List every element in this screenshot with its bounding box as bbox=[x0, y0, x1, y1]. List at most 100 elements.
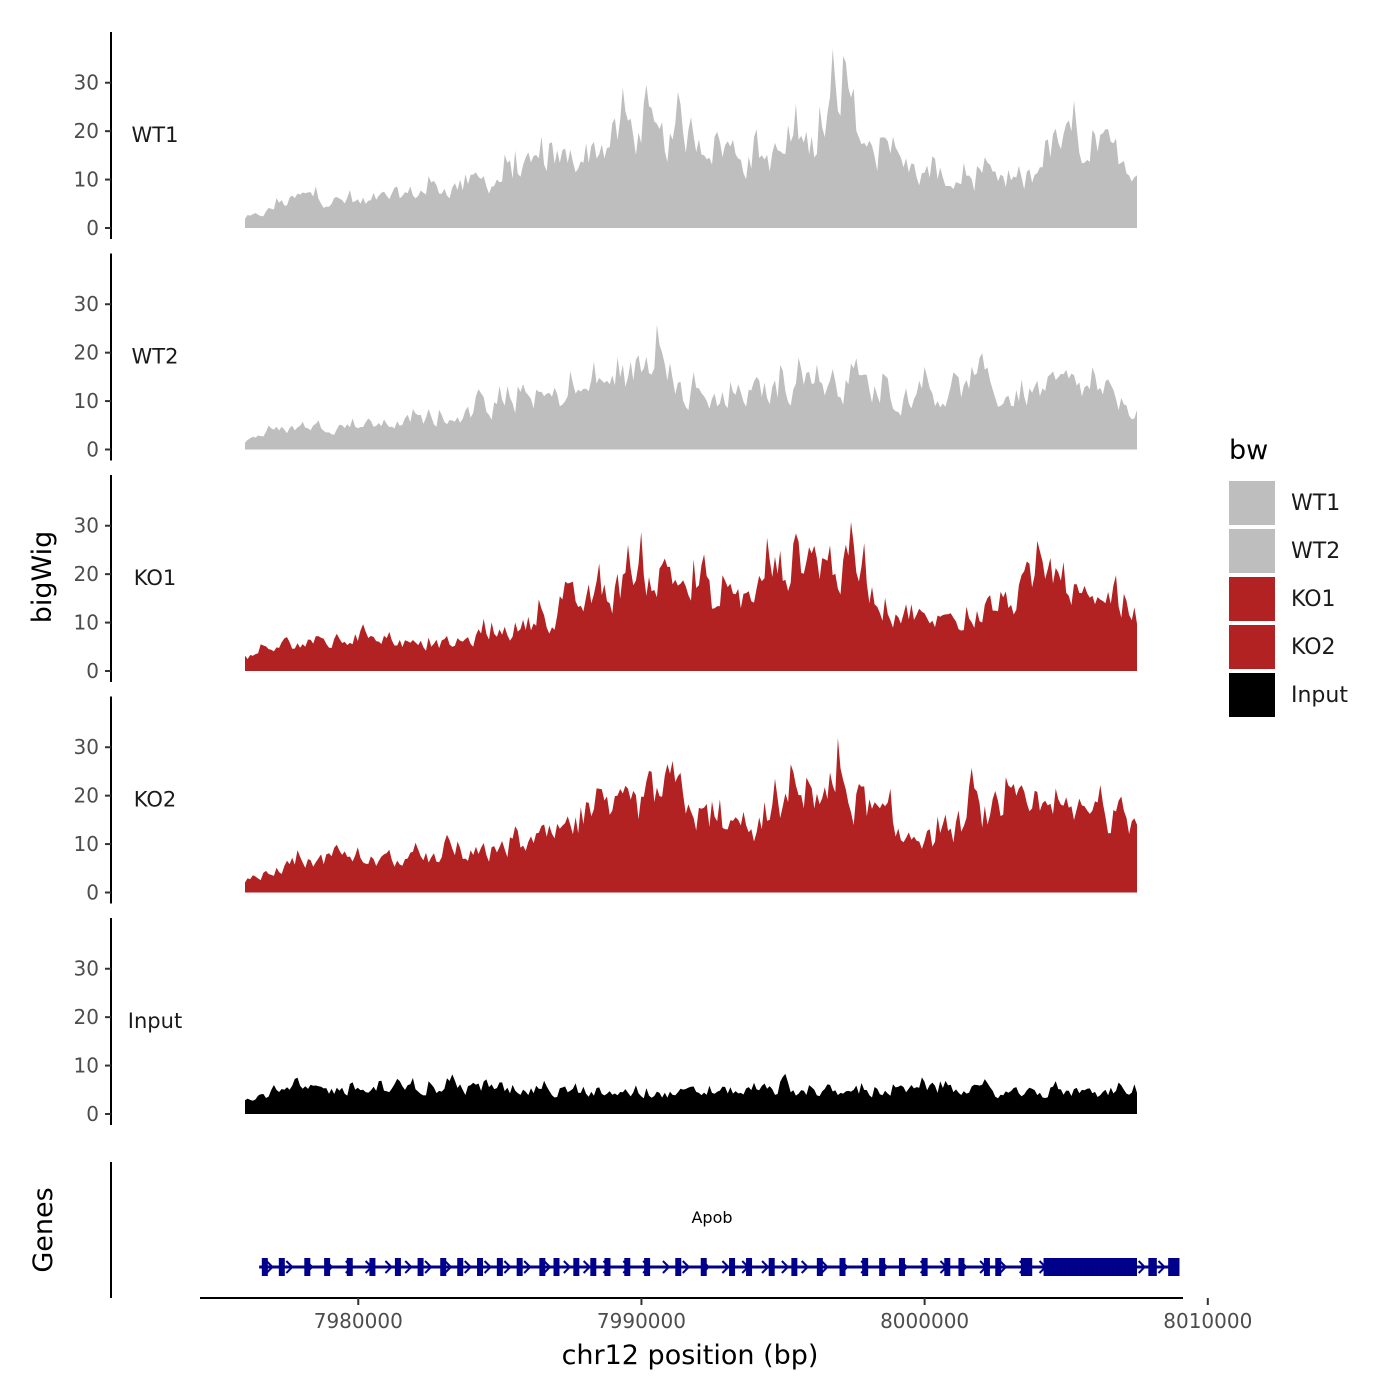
gene-exon bbox=[539, 1258, 546, 1276]
strand-arrow bbox=[563, 1260, 572, 1274]
y-tick-label: 20 bbox=[74, 341, 99, 365]
y-tick-label: 30 bbox=[74, 735, 99, 759]
gene-exon bbox=[369, 1258, 376, 1276]
legend-label-ko2: KO2 bbox=[1291, 635, 1336, 660]
legend-entries: WT1 WT2 KO1 KO2 Input bbox=[1229, 481, 1348, 717]
legend-title: bw bbox=[1229, 435, 1268, 466]
gene-exon bbox=[944, 1258, 951, 1276]
gene-exon bbox=[604, 1258, 611, 1276]
gene-exon bbox=[995, 1258, 1002, 1276]
strand-arrow bbox=[582, 1260, 592, 1274]
gene-exon bbox=[879, 1258, 886, 1276]
gene-exon bbox=[457, 1258, 464, 1276]
track-label-wt2: WT2 bbox=[132, 345, 179, 369]
y-axis-title: bigWig bbox=[27, 531, 58, 624]
strand-arrow bbox=[404, 1260, 413, 1274]
track-label-input: Input bbox=[128, 1009, 182, 1033]
gene-exon bbox=[278, 1258, 285, 1276]
area-wt2 bbox=[245, 324, 1137, 450]
gene-exon bbox=[816, 1258, 823, 1276]
gene-exon bbox=[440, 1258, 447, 1276]
x-tick-label: 7980000 bbox=[314, 1309, 403, 1333]
strand-arrow bbox=[444, 1260, 453, 1274]
gene-exon bbox=[417, 1258, 424, 1276]
strand-arrow bbox=[265, 1260, 274, 1274]
track-ko2: 0 10 20 30 KO2 bbox=[74, 696, 1137, 905]
strand-arrow bbox=[464, 1260, 473, 1274]
track-ko1: 0 10 20 30 KO1 bbox=[74, 475, 1137, 683]
x-axis: 7980000 7990000 8000000 8010000 chr12 posit… bbox=[200, 1297, 1252, 1371]
y-tick-label: 10 bbox=[74, 389, 99, 413]
gene-exon bbox=[958, 1258, 965, 1276]
gene-exon-block bbox=[1148, 1258, 1157, 1276]
track-wt1: 0 10 20 30 WT1 bbox=[74, 32, 1137, 240]
strand-arrow bbox=[1157, 1260, 1166, 1274]
gene-exon bbox=[746, 1258, 753, 1276]
y-tick-label: 0 bbox=[86, 438, 99, 462]
track-wt2: 0 10 20 30 WT2 bbox=[74, 253, 1137, 462]
strand-arrow bbox=[800, 1260, 810, 1274]
y-tick-label: 10 bbox=[74, 611, 99, 635]
gene-exon bbox=[921, 1258, 928, 1276]
gene-exon bbox=[590, 1258, 597, 1276]
legend-label-input: Input bbox=[1291, 683, 1348, 708]
area-wt1 bbox=[245, 48, 1137, 228]
track-panels: 0 10 20 30 WT1 0 10 20 30 WT2 0 10 20 30 KO1 0 10 20 30 KO2… bbox=[74, 32, 1137, 1126]
strand-arrow bbox=[384, 1260, 393, 1274]
strand-arrow bbox=[721, 1260, 730, 1274]
strand-arrow bbox=[820, 1260, 829, 1274]
x-axis-title: chr12 position (bp) bbox=[562, 1340, 819, 1371]
strand-arrow bbox=[1137, 1260, 1147, 1274]
strand-arrow bbox=[285, 1260, 294, 1274]
strand-arrow bbox=[682, 1260, 691, 1274]
area-ko1 bbox=[245, 521, 1137, 671]
track-input: 0 10 20 30 Input bbox=[74, 918, 1137, 1126]
legend-key-wt2 bbox=[1229, 529, 1275, 573]
legend-key-wt1 bbox=[1229, 481, 1275, 525]
y-tick-label: 0 bbox=[86, 1102, 99, 1126]
y-tick-label: 30 bbox=[74, 292, 99, 316]
gene-exon bbox=[573, 1258, 580, 1276]
gene-exon-block bbox=[1168, 1258, 1180, 1276]
gene-exon bbox=[346, 1258, 353, 1276]
gene-exon bbox=[729, 1258, 736, 1276]
legend-label-wt1: WT1 bbox=[1291, 491, 1340, 516]
gene-exon bbox=[394, 1258, 401, 1276]
strand-arrow bbox=[662, 1260, 671, 1274]
track-label-ko2: KO2 bbox=[134, 788, 177, 812]
y-tick-label: 0 bbox=[86, 216, 99, 240]
area-input bbox=[245, 1073, 1137, 1114]
gene-exon bbox=[862, 1258, 869, 1276]
gene-exon bbox=[516, 1258, 523, 1276]
x-ticks: 7980000 7990000 8000000 8010000 bbox=[314, 1298, 1252, 1333]
track-label-ko1: KO1 bbox=[134, 566, 177, 590]
y-tick-label: 20 bbox=[74, 1005, 99, 1029]
gene-exon bbox=[768, 1258, 775, 1276]
legend-label-wt2: WT2 bbox=[1291, 539, 1340, 564]
y-tick-label: 20 bbox=[74, 784, 99, 808]
gene-exon bbox=[791, 1258, 798, 1276]
gene-exon bbox=[839, 1258, 846, 1276]
strand-arrow bbox=[483, 1260, 492, 1274]
gene-panel: Genes Apob bbox=[28, 1162, 1180, 1298]
gene-exon bbox=[644, 1258, 651, 1276]
x-tick-label: 7990000 bbox=[597, 1309, 686, 1333]
y-tick-label: 30 bbox=[74, 514, 99, 538]
area-ko2 bbox=[245, 737, 1137, 893]
gene-exon bbox=[553, 1258, 560, 1276]
gene-exon bbox=[624, 1258, 631, 1276]
gene-exon bbox=[675, 1258, 682, 1276]
strand-arrow bbox=[424, 1260, 433, 1274]
gene-exon bbox=[261, 1258, 268, 1276]
legend-key-ko1 bbox=[1229, 577, 1275, 621]
y-tick-label: 30 bbox=[74, 71, 99, 95]
y-tick-label: 10 bbox=[74, 1054, 99, 1078]
y-tick-label: 0 bbox=[86, 659, 99, 683]
y-tick-label: 20 bbox=[74, 562, 99, 586]
track-label-wt1: WT1 bbox=[132, 123, 179, 147]
strand-arrow bbox=[503, 1260, 512, 1274]
y-tick-label: 10 bbox=[74, 832, 99, 856]
gene-exon bbox=[983, 1258, 990, 1276]
strand-arrow bbox=[781, 1260, 790, 1274]
